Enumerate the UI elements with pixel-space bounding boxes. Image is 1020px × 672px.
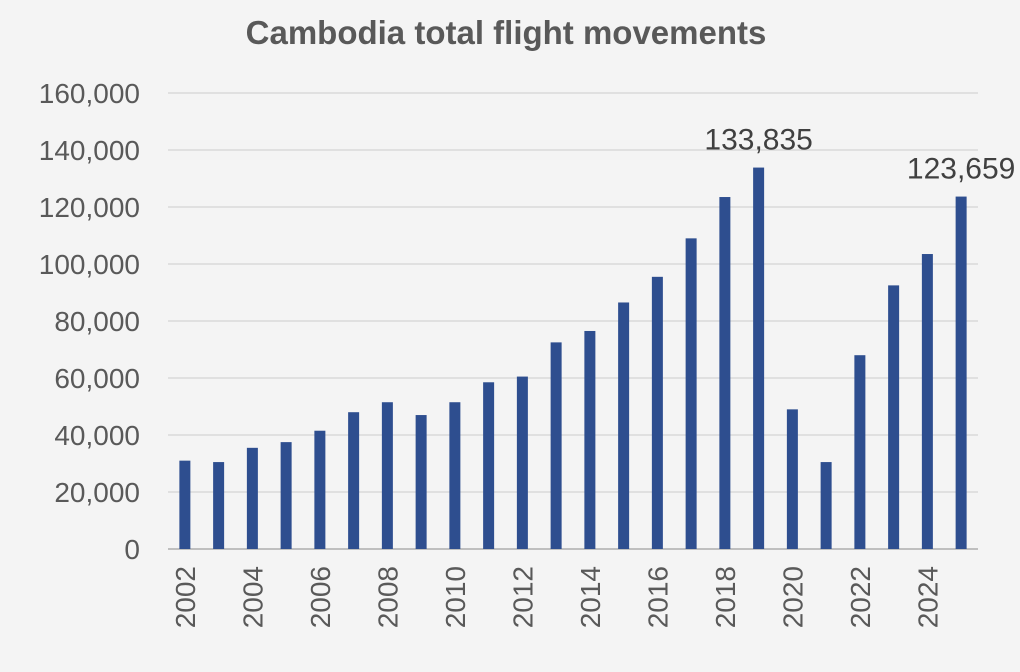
bar-2024 [921, 254, 933, 549]
x-tick-label: 2012 [507, 566, 538, 628]
x-tick-label: 2014 [575, 566, 606, 628]
x-tick-label: 2022 [845, 566, 876, 628]
y-tick-label: 140,000 [39, 135, 140, 166]
bar-2007 [348, 412, 360, 549]
data-label-2019: 133,835 [704, 124, 812, 157]
bar-2010 [449, 402, 461, 549]
bar-2022 [854, 355, 866, 549]
x-tick-label: 2006 [305, 566, 336, 628]
y-tick-label: 100,000 [39, 249, 140, 280]
bar-2014 [584, 330, 596, 549]
y-tick-label: 120,000 [39, 192, 140, 223]
bar-2023 [888, 285, 900, 549]
bar-2003 [213, 462, 225, 549]
bar-2021 [820, 462, 832, 549]
bar-2006 [314, 430, 326, 549]
y-tick-label: 80,000 [54, 306, 140, 337]
x-tick-label: 2018 [710, 566, 741, 628]
bar-2025 [955, 196, 967, 550]
x-tick-label: 2016 [642, 566, 673, 628]
bar-2002 [179, 460, 191, 549]
bar-2013 [550, 342, 562, 549]
bar-2009 [415, 415, 427, 549]
data-label-2025: 123,659 [907, 153, 1015, 186]
bar-2011 [483, 382, 495, 549]
bar-2019 [753, 167, 765, 549]
bar-2005 [280, 442, 292, 549]
x-tick-label: 2004 [237, 566, 268, 628]
x-tick-label: 2002 [170, 566, 201, 628]
bar-2008 [381, 402, 393, 549]
y-tick-label: 160,000 [39, 78, 140, 109]
x-tick-label: 2024 [912, 566, 943, 628]
chart-title: Cambodia total flight movements [245, 14, 767, 51]
x-tick-label: 2008 [372, 566, 403, 628]
bar-2018 [719, 197, 731, 549]
bar-2015 [618, 302, 630, 549]
y-tick-label: 60,000 [54, 363, 140, 394]
y-tick-label: 20,000 [54, 477, 140, 508]
bar-2020 [786, 409, 798, 549]
x-tick-label: 2010 [440, 566, 471, 628]
bar-2016 [651, 276, 663, 549]
bar-2004 [246, 447, 258, 549]
x-tick-label: 2020 [777, 566, 808, 628]
bar-2012 [516, 376, 528, 549]
y-tick-label: 0 [124, 534, 140, 565]
y-tick-label: 40,000 [54, 420, 140, 451]
bar-2017 [685, 238, 697, 549]
